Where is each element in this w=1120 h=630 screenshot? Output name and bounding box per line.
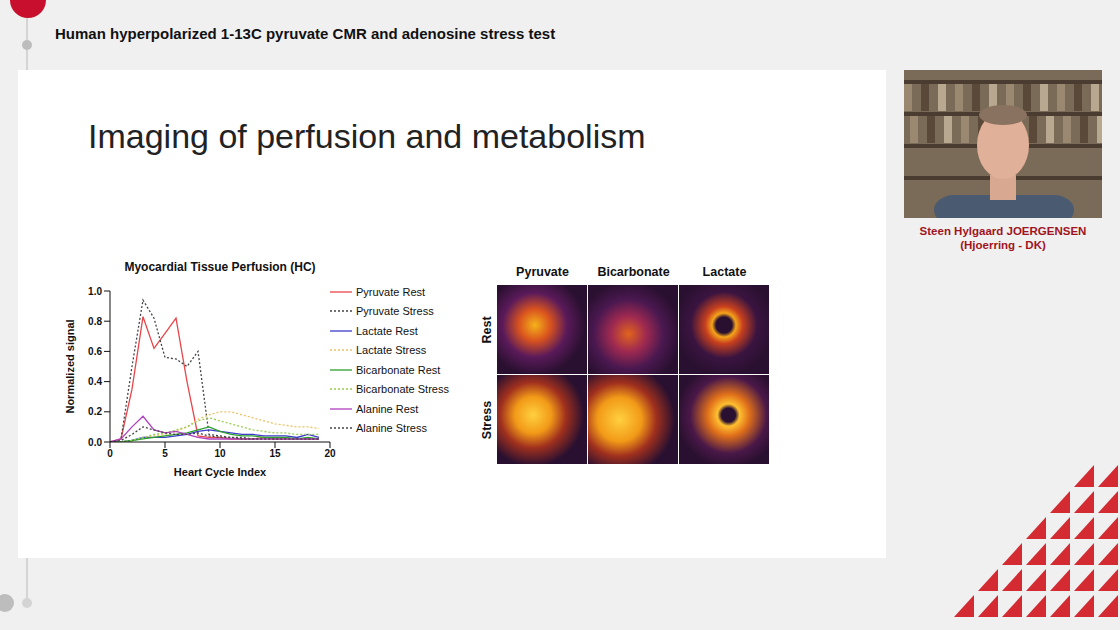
html-text:Alanine Rest: Alanine Rest	[356, 402, 419, 415]
svg-text:20: 20	[324, 448, 336, 459]
html-text:Lactate Rest: Lactate Rest	[356, 324, 418, 337]
svg-text:1.0: 1.0	[88, 286, 102, 297]
html-text:Lactate Stress: Lactate Stress	[356, 344, 427, 357]
svg-text:0.4: 0.4	[88, 376, 102, 387]
svg-text:0.0: 0.0	[88, 437, 102, 448]
svg-text:0.6: 0.6	[88, 346, 102, 357]
html-text:Rest: Rest	[480, 316, 494, 344]
svg-text:0: 0	[107, 448, 113, 459]
html-text:Steen Hylgaard JOERGENSEN: Steen Hylgaard JOERGENSEN	[919, 225, 1087, 237]
html-text:Lactate: Lactate	[702, 265, 747, 279]
svg-text:Normalized signal: Normalized signal	[64, 319, 76, 413]
html-text:Stress: Stress	[480, 400, 494, 440]
svg-text:0.2: 0.2	[88, 406, 102, 417]
html-text:Bicarbonate Stress: Bicarbonate Stress	[356, 383, 449, 396]
svg-text:5: 5	[162, 448, 168, 459]
html-text:Imaging of perfusion and metab: Imaging of perfusion and metabolism	[88, 117, 646, 155]
html-text:Bicarbonate: Bicarbonate	[597, 265, 670, 279]
html-text:Bicarbonate Rest: Bicarbonate Rest	[356, 363, 441, 376]
svg-text:Heart Cycle Index: Heart Cycle Index	[174, 466, 267, 478]
svg-text:10: 10	[214, 448, 226, 459]
svg-text:15: 15	[269, 448, 281, 459]
html-text:Human hyperpolarized 1-13C pyr: Human hyperpolarized 1-13C pyruvate CMR …	[55, 25, 556, 42]
html-text:Pyruvate Rest: Pyruvate Rest	[356, 285, 426, 298]
html-text:Myocardial Tissue Perfusion (H: Myocardial Tissue Perfusion (HC)	[124, 260, 316, 274]
svg-text:0.8: 0.8	[88, 316, 102, 327]
html-text:Pyruvate Stress: Pyruvate Stress	[356, 305, 434, 318]
html-text:Alanine Stress: Alanine Stress	[356, 422, 427, 435]
html-text:(Hjoerring - DK): (Hjoerring - DK)	[960, 239, 1046, 251]
html-text:Pyruvate: Pyruvate	[516, 265, 569, 279]
